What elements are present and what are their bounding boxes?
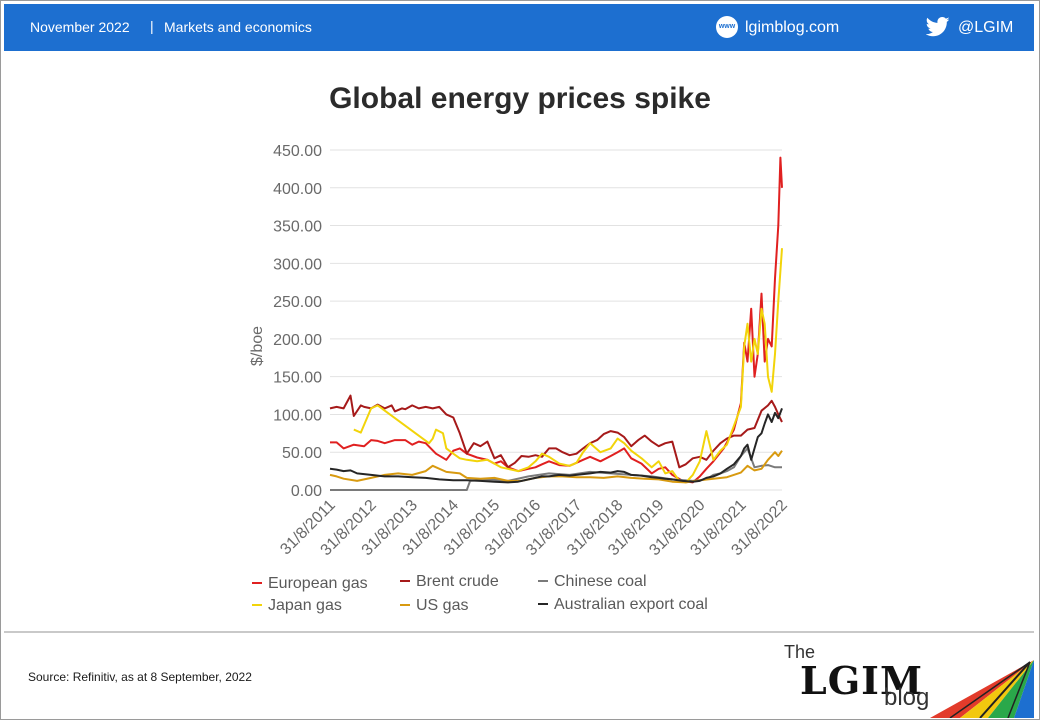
- header-date: November 2022: [30, 19, 130, 35]
- legend-swatch: [400, 579, 410, 582]
- legend-label: Japan gas: [268, 597, 342, 614]
- y-tick-label: 0.00: [291, 483, 322, 500]
- series-lines: [329, 156, 783, 491]
- series-line-japan-gas: [353, 248, 783, 484]
- lgim-blog-logo: The LGIM blog: [780, 640, 1034, 718]
- legend-swatch: [252, 581, 262, 584]
- logo-lgim: LGIM: [800, 658, 924, 703]
- legend-item: Chinese coal: [538, 573, 647, 591]
- y-tick-label: 350.00: [273, 219, 322, 236]
- series-line-european-gas: [330, 156, 783, 484]
- energy-price-chart: 0.00 50.00 100.00 150.00 200.00 250.00 300.00 3…: [249, 143, 791, 559]
- legend-item: Australian export coal: [538, 596, 708, 614]
- y-tick-label: 150.00: [273, 370, 322, 387]
- logo-the: The: [784, 642, 816, 662]
- website-link[interactable]: lgimblog.com: [745, 19, 840, 36]
- legend-label: Brent crude: [416, 573, 499, 590]
- y-tick-label: 450.00: [273, 143, 322, 160]
- series-line-australian-export-coal: [329, 408, 783, 484]
- y-axis-label: $/boe: [249, 326, 266, 366]
- legend-swatch: [252, 603, 262, 606]
- twitter-icon[interactable]: [926, 17, 950, 37]
- header-separator: |: [150, 18, 154, 34]
- logo-blog: blog: [884, 684, 930, 711]
- chart-title: Global energy prices spike: [329, 82, 711, 115]
- gridlines: [330, 149, 782, 491]
- legend-swatch: [538, 602, 548, 605]
- legend-swatch: [400, 603, 410, 606]
- legend-item: European gas: [252, 575, 368, 593]
- y-tick-label: 300.00: [273, 256, 322, 273]
- header-section: Markets and economics: [164, 19, 312, 35]
- legend-label: Chinese coal: [554, 573, 647, 590]
- footer-divider: [4, 631, 1034, 633]
- twitter-handle[interactable]: @LGIM: [958, 19, 1014, 36]
- y-tick-label: 200.00: [273, 332, 322, 349]
- series-line-us-gas: [329, 450, 783, 484]
- legend-label: Australian export coal: [554, 596, 708, 613]
- legend-swatch: [538, 579, 548, 582]
- source-note: Source: Refinitiv, as at 8 September, 20…: [28, 670, 252, 684]
- y-tick-label: 100.00: [273, 407, 322, 424]
- y-tick-label: 400.00: [273, 181, 322, 198]
- series-line-brent-crude: [329, 394, 783, 469]
- umbrella-icon: [930, 660, 1034, 718]
- x-axis-ticks: 31/8/201131/8/201231/8/201331/8/201431/8…: [277, 497, 791, 559]
- globe-icon: www: [716, 16, 738, 38]
- legend-label: US gas: [416, 597, 469, 614]
- legend-item: Japan gas: [252, 597, 342, 615]
- legend-item: US gas: [400, 597, 468, 615]
- y-axis-ticks: 0.00 50.00 100.00 150.00 200.00 250.00 300.00 3…: [273, 143, 322, 500]
- y-tick-label: 50.00: [282, 445, 322, 462]
- series-line-chinese-coal: [330, 447, 782, 491]
- y-tick-label: 250.00: [273, 294, 322, 311]
- legend-item: Brent crude: [400, 573, 499, 591]
- header-bar: November 2022 | Markets and economics ww…: [4, 4, 1034, 51]
- legend-label: European gas: [268, 575, 368, 592]
